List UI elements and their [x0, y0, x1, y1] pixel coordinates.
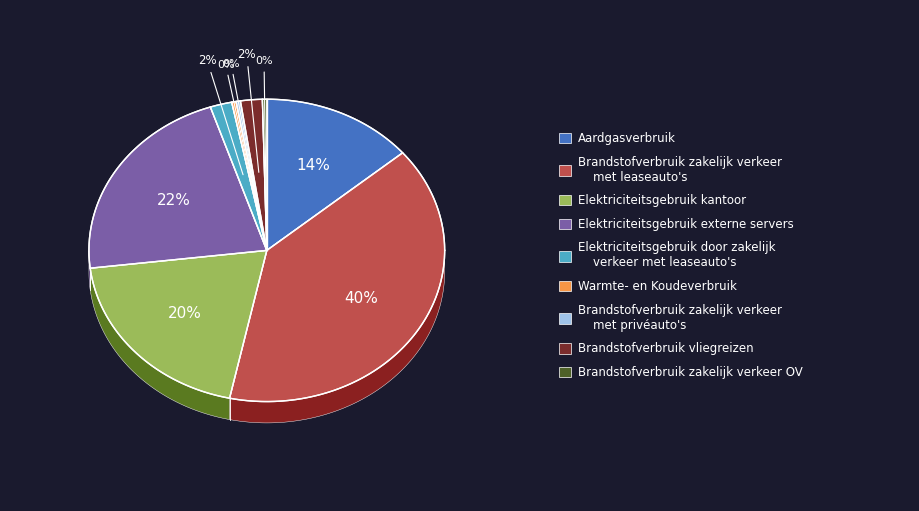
Text: 40%: 40% [344, 291, 378, 306]
Polygon shape [90, 250, 267, 398]
Polygon shape [240, 99, 267, 250]
Polygon shape [232, 102, 267, 250]
Polygon shape [229, 153, 444, 402]
Text: 2%: 2% [237, 48, 258, 172]
Polygon shape [90, 268, 229, 420]
Polygon shape [236, 101, 267, 250]
Text: 22%: 22% [156, 193, 190, 207]
Polygon shape [89, 107, 267, 268]
Text: 0%: 0% [217, 60, 256, 203]
Text: 20%: 20% [168, 306, 202, 321]
Polygon shape [262, 99, 267, 250]
Polygon shape [89, 250, 90, 290]
Text: 14%: 14% [296, 158, 330, 173]
Legend: Aardgasverbruik, Brandstofverbruik zakelijk verkeer
    met leaseauto's, Elektri: Aardgasverbruik, Brandstofverbruik zakel… [558, 132, 801, 379]
Text: 0%: 0% [222, 59, 257, 203]
Polygon shape [267, 99, 403, 250]
Polygon shape [229, 252, 444, 423]
Text: 0%: 0% [255, 56, 273, 202]
Text: 2%: 2% [198, 54, 243, 175]
Polygon shape [210, 102, 267, 250]
